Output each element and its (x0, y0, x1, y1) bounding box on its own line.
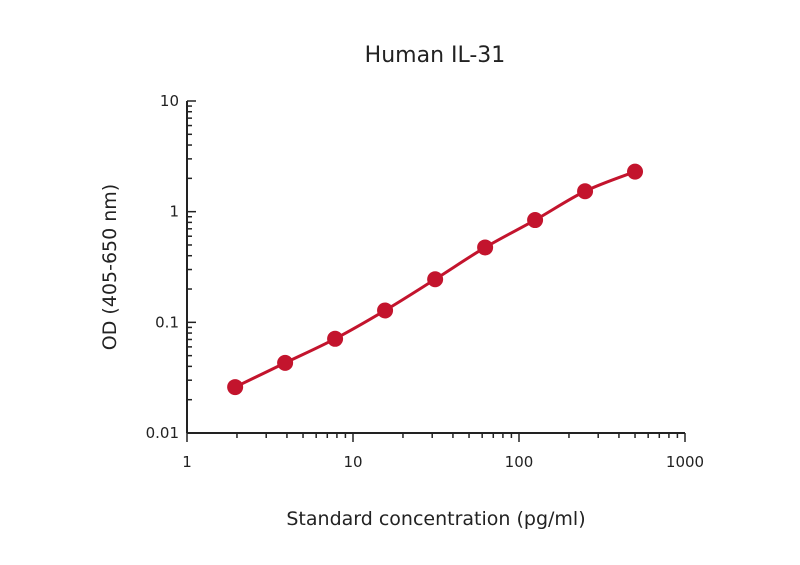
data-point (227, 379, 244, 396)
x-tick-label: 10 (343, 453, 362, 471)
y-tick-label: 0.1 (155, 313, 179, 331)
x-tick-labels: 1 10 100 1000 (182, 453, 704, 471)
data-point (327, 330, 344, 347)
x-tick-label: 1000 (666, 453, 704, 471)
series-group (227, 163, 644, 396)
chart-title: Human IL-31 (365, 43, 506, 68)
data-point (627, 163, 644, 180)
x-ticks (186, 433, 686, 442)
y-ticks (187, 100, 196, 434)
axes (186, 101, 685, 434)
x-tick-label: 100 (505, 453, 534, 471)
y-tick-labels: 0.01 0.1 1 10 (146, 92, 179, 442)
data-point (277, 354, 294, 371)
y-tick-label: 0.01 (146, 424, 179, 442)
x-tick-label: 1 (182, 453, 192, 471)
data-point (427, 271, 444, 288)
y-tick-label: 1 (169, 203, 179, 221)
data-point (477, 239, 494, 256)
data-point (527, 212, 544, 229)
x-axis-label: Standard concentration (pg/ml) (286, 508, 585, 530)
y-tick-label: 10 (160, 92, 179, 110)
y-axis-label: OD (405-650 nm) (99, 184, 121, 350)
data-point (377, 302, 394, 319)
data-point (577, 183, 594, 200)
